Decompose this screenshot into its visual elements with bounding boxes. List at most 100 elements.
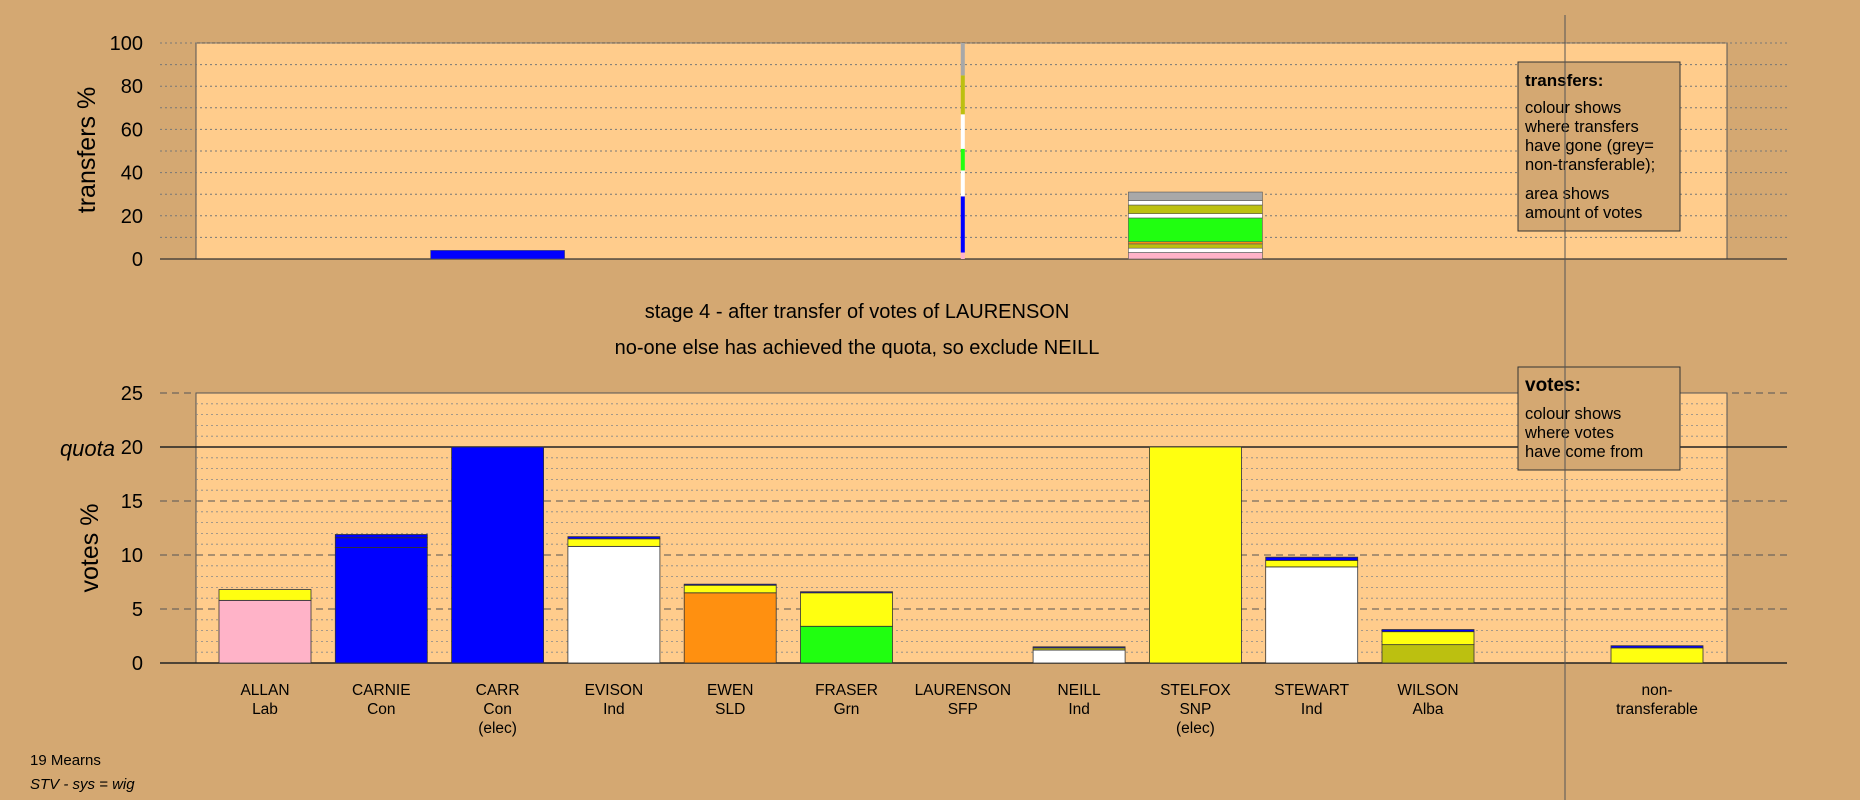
votes-tick-label: 25	[121, 383, 143, 405]
stage-subtitle: no-one else has achieved the quota, so e…	[615, 337, 1100, 359]
ward-name: 19 Mearns	[30, 752, 101, 769]
candidate-label: STELFOX	[1160, 682, 1231, 699]
vote-bar-ewen-segment	[683, 583, 777, 586]
votes-tick-label: 15	[121, 491, 143, 513]
candidate-label: FRASER	[815, 682, 878, 699]
candidate-label: EVISON	[585, 682, 644, 699]
transfer-segment	[960, 252, 965, 259]
transfer-segment	[960, 148, 965, 171]
vote-bar-stewart-segment	[1265, 566, 1359, 664]
vote-bar-allan-segment	[218, 589, 312, 601]
transfer-segment	[960, 114, 965, 149]
vote-bar-fraser-segment	[800, 592, 893, 627]
transfers-legend-line: where transfers	[1524, 118, 1639, 136]
transfers-tick-label: 20	[121, 206, 143, 228]
candidate-label: SLD	[715, 701, 745, 718]
transfer-segment	[960, 196, 965, 253]
candidate-label: WILSON	[1397, 682, 1458, 699]
candidate-label: SFP	[948, 701, 978, 718]
candidate-label: NEILL	[1058, 682, 1101, 699]
vote-bar-evison-segment	[567, 536, 661, 540]
votes-tick-label: 5	[132, 599, 143, 621]
vote-bar-nontransferable-segment	[1610, 645, 1704, 649]
candidate-label: Ind	[603, 701, 625, 718]
votes-panel	[195, 392, 1728, 664]
stage-title: stage 4 - after transfer of votes of LAU…	[645, 301, 1070, 323]
transfers-tick-label: 60	[121, 119, 143, 141]
transfers-tick-label: 100	[110, 33, 143, 55]
transfers-legend-line: non-transferable);	[1525, 156, 1655, 174]
votes-tick-label: 10	[121, 545, 143, 567]
transfer-segment	[1128, 241, 1263, 245]
vote-bar-carr-segment	[451, 446, 545, 664]
candidate-label: SNP	[1179, 701, 1211, 718]
transfer-segment	[1128, 204, 1263, 214]
vote-bar-allan-segment	[218, 599, 312, 664]
vote-bar-nontransferable-segment	[1610, 647, 1704, 664]
transfer-segment	[1128, 191, 1263, 201]
transfers-tick-label: 40	[121, 163, 143, 185]
candidate-label: LAURENSON	[915, 682, 1011, 699]
transfers-legend-title: transfers:	[1525, 71, 1603, 90]
vote-bar-stelfox-segment	[1149, 446, 1242, 664]
transfers-y-label: transfers %	[73, 87, 101, 213]
transfers-legend-line: area shows	[1525, 185, 1609, 203]
candidate-label: (elec)	[478, 720, 517, 737]
transfer-segment	[1128, 213, 1263, 219]
quota-label: quota	[60, 436, 115, 461]
count-system: STV - sys = wig	[30, 776, 135, 793]
candidate-label: STEWART	[1274, 682, 1349, 699]
vote-bar-wilson-segment	[1381, 629, 1475, 633]
vote-bar-evison-segment	[567, 538, 661, 547]
votes-legend-line: where votes	[1524, 424, 1614, 442]
transfer-segment	[1128, 217, 1263, 243]
candidate-label: non-	[1641, 682, 1672, 699]
candidate-label: EWEN	[707, 682, 754, 699]
transfers-legend: transfers: colour shows where transfers …	[1517, 61, 1681, 232]
candidate-label: Alba	[1412, 701, 1443, 718]
vote-bar-fraser-segment	[800, 625, 893, 664]
votes-y-ticks: 0 5 10 15 25 20	[121, 383, 1787, 675]
votes-bars	[218, 446, 1704, 664]
candidate-label: Con	[483, 701, 511, 718]
candidate-label: Ind	[1301, 701, 1323, 718]
transfers-bars	[430, 43, 1263, 260]
transfer-segment	[960, 43, 965, 76]
votes-tick-label: 20	[121, 437, 143, 459]
candidate-label: Ind	[1068, 701, 1090, 718]
transfers-tick-label: 0	[132, 249, 143, 271]
vote-bar-wilson-segment	[1381, 644, 1475, 664]
candidate-label: (elec)	[1176, 720, 1215, 737]
votes-y-label: votes %	[76, 504, 104, 593]
vote-bar-stewart-segment	[1265, 556, 1359, 561]
votes-tick-label: 0	[132, 653, 143, 675]
transfers-tick-label: 80	[121, 76, 143, 98]
vote-bar-neill-segment	[1032, 646, 1126, 649]
candidate-labels: ALLAN Lab CARNIE Con CARR Con (elec) EVISON Ind E…	[240, 682, 1697, 737]
candidate-label: Grn	[834, 701, 860, 718]
vote-bar-carnie-segment	[334, 537, 428, 548]
vote-bar-carnie-segment	[334, 547, 428, 664]
candidate-label: CARNIE	[352, 682, 411, 699]
transfers-legend-line: have gone (grey=	[1525, 137, 1654, 155]
candidate-label: Lab	[252, 701, 278, 718]
vote-bar-stewart-segment	[1265, 560, 1359, 568]
candidate-label: ALLAN	[240, 682, 289, 699]
transfer-segment	[1128, 243, 1263, 249]
votes-grid	[160, 392, 1787, 653]
votes-legend-title: votes:	[1525, 375, 1581, 396]
candidate-label: transferable	[1616, 701, 1698, 718]
transfer-segment	[1128, 252, 1263, 260]
vote-bar-carnie-segment	[334, 534, 428, 539]
vote-bar-wilson-segment	[1381, 631, 1475, 646]
candidate-label: Con	[367, 701, 395, 718]
vote-bar-evison-segment	[567, 545, 661, 664]
transfer-segment	[1128, 247, 1263, 253]
vote-bar-ewen-segment	[683, 592, 777, 664]
transfers-legend-line: colour shows	[1525, 99, 1621, 117]
transfer-segment	[960, 75, 965, 115]
votes-legend-line: have come from	[1525, 443, 1643, 461]
candidate-label: CARR	[476, 682, 520, 699]
vote-bar-neill-segment	[1032, 649, 1126, 664]
